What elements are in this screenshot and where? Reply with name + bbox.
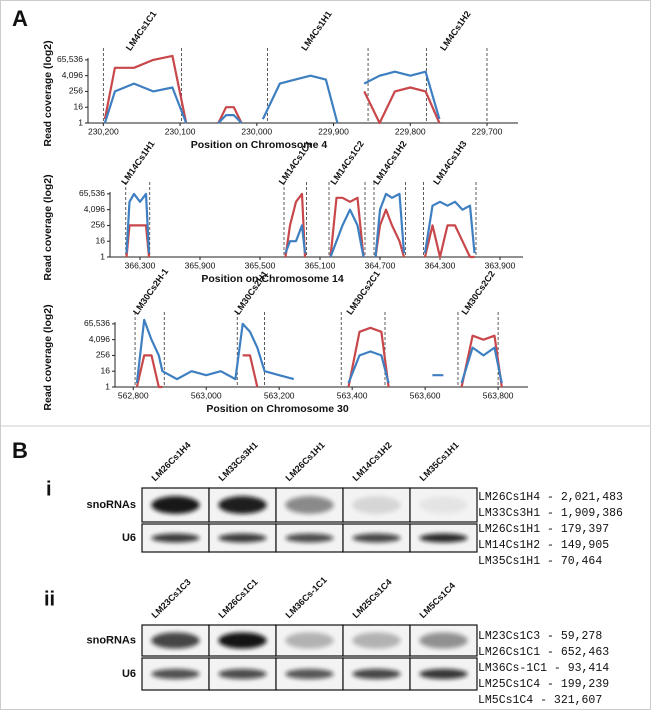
- blot-band: [352, 632, 401, 649]
- panel-label: A: [12, 6, 28, 31]
- x-tick-label: 229,900: [318, 126, 349, 136]
- blot-band: [352, 668, 401, 680]
- x-tick-label: 563,000: [191, 390, 222, 400]
- x-axis-label: Position on Chromosome 30: [206, 403, 349, 415]
- x-tick-label: 363,900: [485, 260, 516, 270]
- x-tick-label: 230,200: [88, 126, 119, 136]
- read-count: LM35Cs1H1 - 70,464: [478, 555, 602, 568]
- x-tick-label: 364,300: [425, 260, 456, 270]
- blot-band: [285, 533, 334, 543]
- blot-band: [352, 496, 401, 514]
- sub-panel-label: i: [46, 478, 52, 500]
- row-label: U6: [122, 532, 136, 544]
- row-label: snoRNAs: [86, 499, 136, 511]
- y-tick-label: 16: [101, 365, 111, 375]
- x-tick-label: 230,000: [241, 126, 272, 136]
- read-count: LM33Cs3H1 - 1,909,386: [478, 507, 623, 520]
- blot-band: [151, 632, 200, 649]
- x-tick-label: 229,700: [472, 126, 503, 136]
- read-count: LM25Cs1C4 - 199,239: [478, 678, 609, 691]
- y-tick-label: 65,536: [79, 188, 105, 198]
- y-tick-label: 1: [105, 381, 110, 391]
- coverage-line: [135, 318, 503, 384]
- coverage-line: [103, 70, 441, 124]
- blot-band: [352, 533, 401, 543]
- row-label: snoRNAs: [86, 634, 136, 646]
- x-tick-label: 229,800: [395, 126, 426, 136]
- x-tick-label: 562,800: [118, 390, 149, 400]
- y-axis-label: Read coverage (log2): [42, 304, 54, 410]
- y-tick-label: 16: [96, 235, 106, 245]
- y-tick-label: 256: [96, 350, 110, 360]
- y-tick-label: 65,536: [84, 318, 110, 328]
- y-tick-label: 4,096: [62, 70, 84, 80]
- y-tick-label: 1: [100, 251, 105, 261]
- x-tick-label: 563,600: [410, 390, 441, 400]
- x-tick-label: 563,200: [264, 390, 295, 400]
- x-axis-label: Position on Chromosome 14: [201, 273, 344, 285]
- blot-band: [285, 496, 334, 514]
- x-tick-label: 365,500: [245, 260, 276, 270]
- blot-band: [218, 632, 267, 649]
- x-tick-label: 364,700: [365, 260, 396, 270]
- x-tick-label: 366,300: [125, 260, 156, 270]
- read-count: LM5Cs1C4 - 321,607: [478, 694, 602, 707]
- read-count: LM26Cs1C1 - 652,463: [478, 646, 609, 659]
- coverage-line: [135, 326, 503, 389]
- row-label: U6: [122, 668, 136, 680]
- coverage-line: [125, 192, 475, 259]
- y-tick-label: 65,536: [57, 54, 83, 64]
- y-axis-label: Read coverage (log2): [42, 40, 54, 146]
- blot-band: [218, 668, 267, 680]
- x-tick-label: 563,800: [483, 390, 514, 400]
- blot-band: [419, 533, 468, 543]
- read-count: LM14Cs1H2 - 149,905: [478, 539, 609, 552]
- read-count: LM26Cs1H4 - 2,021,483: [478, 491, 623, 504]
- read-count: LM23Cs1C3 - 59,278: [478, 630, 602, 643]
- y-axis-label: Read coverage (log2): [42, 174, 54, 280]
- y-tick-label: 4,096: [84, 204, 106, 214]
- blot-band: [151, 668, 200, 680]
- blot-band: [151, 496, 200, 514]
- read-count: LM36Cs-1C1 - 93,414: [478, 662, 609, 675]
- panel-label: B: [12, 438, 28, 463]
- blot-band: [419, 496, 468, 514]
- coverage-line: [125, 192, 476, 258]
- blot-band: [151, 533, 200, 543]
- blot-band: [218, 533, 267, 543]
- y-tick-label: 4,096: [89, 334, 111, 344]
- sub-panel-label: ii: [44, 588, 55, 610]
- x-tick-label: 365,900: [185, 260, 216, 270]
- y-tick-label: 16: [74, 101, 84, 111]
- x-tick-label: 365,100: [305, 260, 336, 270]
- y-tick-label: 256: [69, 86, 83, 96]
- blot-band: [218, 496, 267, 514]
- blot-band: [419, 632, 468, 649]
- coverage-line: [103, 54, 441, 125]
- blot-band: [285, 668, 334, 680]
- x-tick-label: 230,100: [165, 126, 196, 136]
- blot-band: [419, 668, 468, 680]
- blot-band: [285, 632, 334, 649]
- y-tick-label: 1: [78, 117, 83, 127]
- x-tick-label: 563,400: [337, 390, 368, 400]
- read-count: LM26Cs1H1 - 179,397: [478, 523, 609, 536]
- y-tick-label: 256: [91, 220, 105, 230]
- x-axis-label: Position on Chromosome 4: [191, 139, 328, 151]
